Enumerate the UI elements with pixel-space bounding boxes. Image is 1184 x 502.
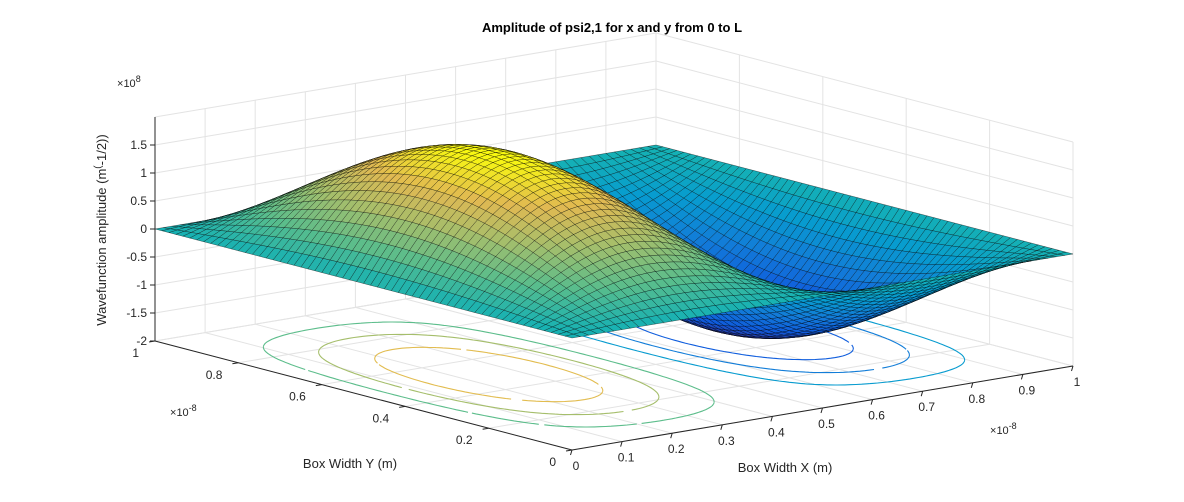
x-tick: [1020, 374, 1024, 380]
back-wall-grid-z: [154, 32, 657, 118]
z-exponent-label: ×108: [117, 74, 141, 90]
y-tick-label: 0.6: [289, 390, 306, 404]
z-tick-label: 1.5: [130, 138, 147, 152]
z-tick-label: 0.5: [130, 194, 147, 208]
contour-line: [318, 333, 660, 416]
z-tick-label: -2: [136, 334, 147, 348]
z-tick-label: 1: [140, 166, 147, 180]
x-exponent-label: ×10-8: [990, 421, 1017, 437]
floor-grid-y: [405, 321, 907, 407]
x-tick-label: 0.4: [768, 425, 785, 439]
floor-grid-x: [355, 306, 773, 417]
y-tick-label: 0: [549, 455, 556, 469]
y-tick: [565, 449, 573, 452]
surface-patch: [565, 333, 581, 339]
x-tick: [670, 433, 673, 439]
x-tick: [1071, 365, 1074, 372]
floor-grid-y: [488, 343, 990, 429]
y-tick-label: 0.4: [373, 411, 390, 425]
y-tick-label: 0.2: [456, 433, 473, 447]
x-tick-label: 0.2: [668, 442, 685, 456]
x-tick-label: 1: [1074, 375, 1081, 389]
contour-line: [374, 346, 604, 403]
x-tick-label: 0.6: [868, 409, 885, 423]
tick-labels: 0 0.1 0.2 0.3 0.4 0.5 0.6 0.7 0.8 0.9 1 0 0.2 0.4 0.6 0…: [126, 138, 1080, 473]
z-tick-label: 0: [140, 222, 147, 236]
x-tick-label: 0.5: [818, 417, 835, 431]
y-tick: [399, 405, 406, 408]
x-tick: [720, 424, 723, 430]
floor-grid-x: [405, 298, 823, 409]
x-tick: [820, 407, 823, 414]
y-tick: [232, 362, 239, 365]
y-axis-label: Box Width Y (m): [303, 456, 397, 471]
x-tick-label: 0.7: [918, 400, 935, 414]
y-exponent-label: ×10-8: [170, 403, 197, 419]
x-tick-label: 0.9: [1019, 383, 1036, 397]
x-tick: [870, 399, 874, 405]
x-axis-label: Box Width X (m): [738, 460, 833, 475]
contour-line: [262, 321, 715, 428]
floor-grid-x: [255, 323, 673, 434]
y-tick-label: 0.8: [206, 368, 223, 382]
z-tick-label: -1: [136, 278, 147, 292]
side-wall-grid-z: [655, 88, 1074, 199]
x-tick-label: 0.3: [718, 434, 735, 448]
y-tick: [482, 427, 489, 430]
svg-text:×10-8: ×10-8: [170, 403, 197, 419]
floor-grid-x: [204, 332, 623, 443]
chart-title: Amplitude of psi2,1 for x and y from 0 t…: [482, 20, 742, 35]
svg-text:×108: ×108: [117, 74, 141, 90]
surface-mesh: [154, 144, 1074, 339]
x-tick: [620, 441, 623, 447]
back-wall-grid-z: [154, 60, 657, 146]
side-wall-grid-z: [655, 60, 1074, 171]
z-axis-label: Wavefunction amplitude (m(-1/2)): [93, 134, 109, 325]
x-tick: [570, 449, 573, 456]
x-tick-label: 0: [573, 459, 580, 473]
x-tick-label: 0.8: [968, 392, 985, 406]
side-wall-grid-z: [655, 32, 1074, 143]
x-tick-label: 0.1: [618, 451, 635, 465]
x-tick: [770, 416, 773, 422]
x-tick: [920, 391, 924, 397]
z-tick-label: -1.5: [126, 306, 147, 320]
y-axis-line: [154, 340, 573, 451]
y-tick-label: 1: [132, 346, 139, 360]
y-tick: [315, 384, 322, 387]
svg-text:×10-8: ×10-8: [990, 421, 1017, 437]
z-tick-label: -0.5: [126, 250, 147, 264]
floor-grid-x: [305, 315, 723, 426]
side-wall-grid-z: [655, 116, 1074, 227]
back-wall-grid-z: [154, 88, 657, 174]
x-tick: [970, 382, 974, 388]
